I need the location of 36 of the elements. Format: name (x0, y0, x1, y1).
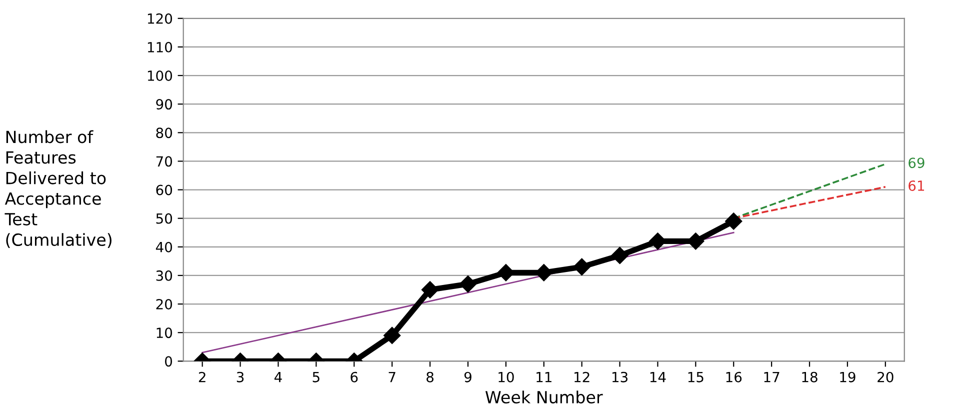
x-tick-label: 4 (274, 372, 282, 382)
x-tick-label: 16 (726, 372, 742, 382)
annotation: 61 (908, 180, 924, 191)
x-tick-label: 11 (536, 372, 552, 382)
x-tick-label: 17 (764, 372, 780, 382)
y-tick-label: 80 (156, 128, 172, 138)
x-tick-label: 5 (312, 372, 320, 382)
y-tick-label: 20 (156, 298, 172, 310)
y-tick-label: 60 (156, 184, 172, 196)
x-tick-label: 12 (574, 372, 590, 382)
x-tick-label: 13 (612, 372, 628, 382)
x-tick-label: 7 (388, 372, 396, 382)
x-tick-label: 20 (878, 372, 894, 382)
y-tick-label: 50 (156, 213, 172, 224)
x-tick-label: 8 (426, 372, 434, 382)
x-tick-label: 9 (464, 372, 472, 382)
x-tick-label: 18 (802, 372, 818, 382)
x-tick-label: 3 (236, 372, 244, 382)
x-tick-label: 2 (198, 372, 206, 382)
y-tick-label: 0 (165, 356, 172, 367)
y-tick-label: 120 (148, 13, 172, 24)
y-tick-label: 30 (156, 270, 172, 281)
y-tick-label: 90 (156, 99, 172, 110)
annotation: 69 (908, 158, 924, 168)
y-axis-title: Number of Features Delivered to Acceptance Test (Cumulative) (4, 130, 112, 248)
y-tick-label: 100 (148, 70, 172, 81)
x-tick-label: 19 (840, 372, 856, 382)
y-tick-label: 70 (156, 156, 172, 167)
x-tick-label: 6 (350, 372, 358, 382)
x-tick-label: 10 (498, 372, 514, 382)
y-tick-label: 10 (156, 328, 172, 338)
x-tick-label: 15 (688, 372, 704, 382)
y-tick-label: 110 (148, 42, 172, 52)
y-tick-label: 40 (156, 242, 172, 252)
x-tick-label: 14 (650, 372, 666, 382)
x-axis-title: Week Number (485, 390, 603, 404)
